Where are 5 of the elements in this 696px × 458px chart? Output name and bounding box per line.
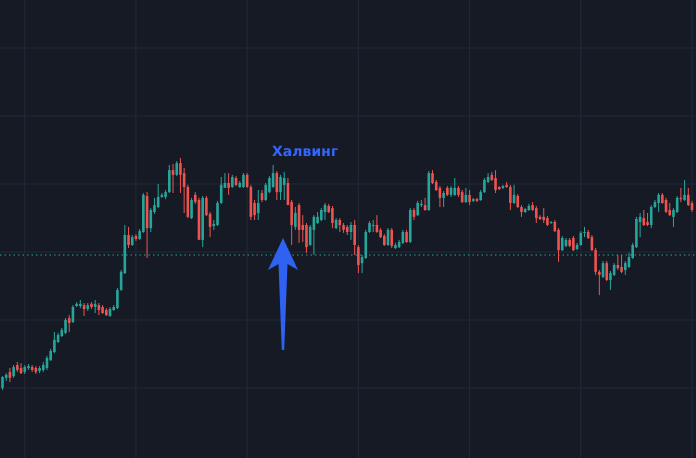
candlestick [646, 212, 649, 226]
candlestick [372, 220, 374, 232]
candlestick [680, 188, 682, 202]
candlestick [172, 164, 174, 194]
annotation: Халвинг [272, 144, 338, 160]
